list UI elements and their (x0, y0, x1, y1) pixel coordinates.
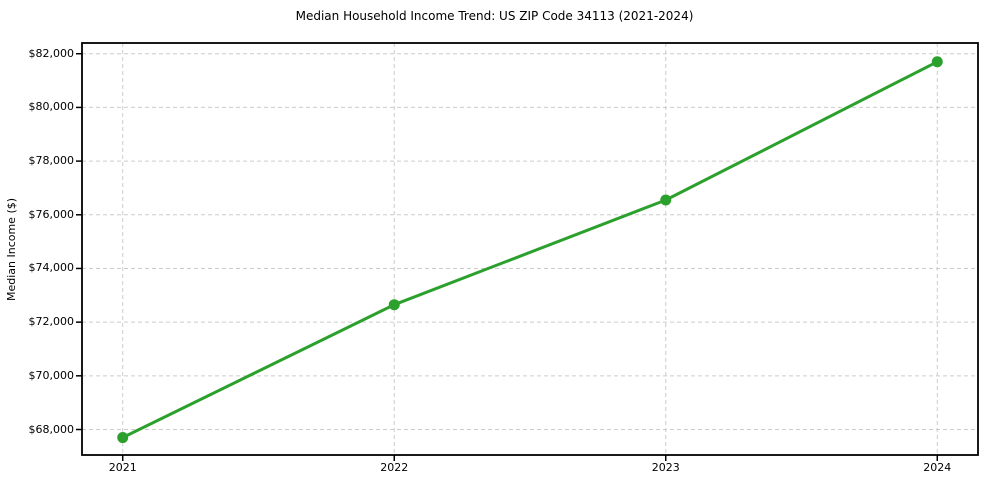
y-tick-label: $74,000 (28, 261, 75, 275)
y-tick-label: $72,000 (28, 315, 75, 329)
y-tick-label: $82,000 (28, 46, 75, 60)
data-point (931, 56, 943, 68)
x-tick-label: 2021 (108, 461, 137, 474)
y-tick-label: $76,000 (28, 207, 75, 221)
axes-spines (81, 42, 979, 456)
chart-title: Median Household Income Trend: US ZIP Co… (295, 9, 694, 23)
y-tick-label: $70,000 (28, 368, 75, 382)
trend-line (121, 60, 939, 440)
x-tick-label: 2024 (923, 461, 952, 474)
data-point (117, 432, 129, 444)
data-point (388, 299, 400, 311)
y-tick-label: $68,000 (28, 422, 75, 436)
data-point (660, 194, 672, 206)
y-tick-label: $80,000 (28, 100, 75, 114)
x-tick-label: 2023 (651, 461, 680, 474)
y-tick-label: $78,000 (28, 154, 75, 168)
x-tick-label: 2022 (380, 461, 409, 474)
